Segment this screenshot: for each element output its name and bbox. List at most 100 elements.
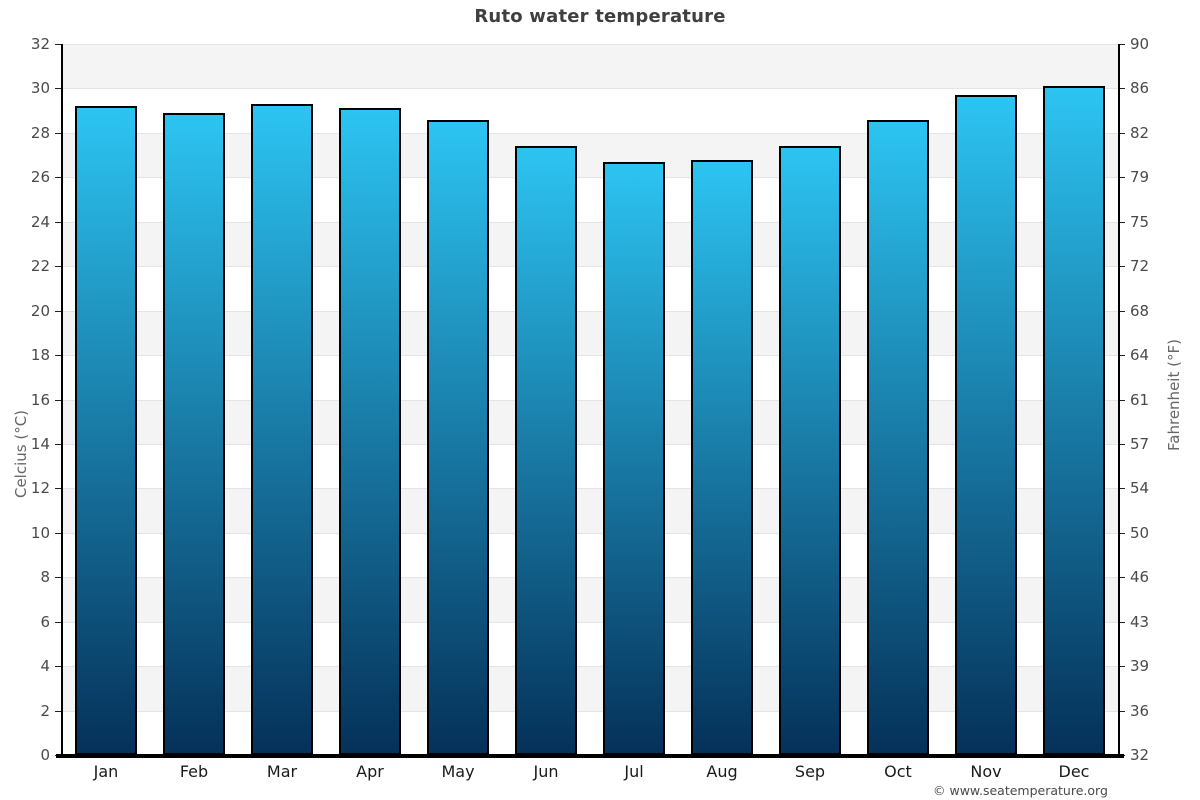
y-tick-label-celsius: 4 <box>40 657 50 676</box>
plot-band <box>62 577 1118 622</box>
y-tick-label-fahrenheit: 32 <box>1130 746 1150 764</box>
x-tick-label-sep: Sep <box>794 762 826 781</box>
x-tick-label-jan: Jan <box>93 762 119 781</box>
y-tick-label-fahrenheit: 36 <box>1130 701 1150 720</box>
y-axis-tick-right <box>1118 666 1125 668</box>
bar-oct[interactable] <box>867 119 929 755</box>
plot-band <box>62 310 1118 356</box>
y-axis-tick-left <box>55 266 62 268</box>
y-tick-label-celsius: 14 <box>30 434 50 453</box>
y-axis-tick-right <box>1118 577 1125 579</box>
plot-band <box>62 221 1118 267</box>
y-axis-line-right <box>1118 44 1120 755</box>
x-tick-label-may: May <box>441 762 475 781</box>
bar-feb[interactable] <box>163 112 225 755</box>
x-tick-label-jul: Jul <box>624 762 644 781</box>
copyright-link[interactable]: © www.seatemperature.org <box>933 783 1108 798</box>
y-axis-tick-left <box>55 443 62 445</box>
y-axis-tick-right <box>1118 532 1125 534</box>
gridline <box>62 177 1118 179</box>
bar-sep[interactable] <box>779 146 841 755</box>
bar-jul[interactable] <box>603 161 665 755</box>
gridline <box>62 488 1118 490</box>
y-axis-tick-left <box>55 488 62 490</box>
y-tick-label-fahrenheit: 46 <box>1130 568 1150 587</box>
x-tick-label-nov: Nov <box>970 762 1002 781</box>
y-axis-tick-left <box>55 132 62 134</box>
y-tick-label-fahrenheit: 43 <box>1130 612 1150 631</box>
bar-jun[interactable] <box>515 146 577 755</box>
y-axis-tick-right <box>1118 44 1125 45</box>
y-tick-label-fahrenheit: 79 <box>1130 168 1150 187</box>
y-tick-label-fahrenheit: 86 <box>1130 79 1150 98</box>
gridline <box>62 221 1118 223</box>
y-axis-tick-right <box>1118 177 1125 179</box>
y-tick-label-fahrenheit: 64 <box>1130 346 1150 365</box>
plot-band <box>62 666 1118 711</box>
gridline <box>62 266 1118 268</box>
gridline <box>62 44 1118 45</box>
y-tick-label-fahrenheit: 90 <box>1130 35 1150 53</box>
y-axis-tick-left <box>55 355 62 357</box>
x-tick-label-aug: Aug <box>706 762 738 781</box>
bar-jan[interactable] <box>75 106 137 755</box>
y-tick-label-celsius: 18 <box>30 346 50 365</box>
y-tick-label-fahrenheit: 39 <box>1130 657 1150 676</box>
gridline <box>62 399 1118 401</box>
y-tick-label-celsius: 32 <box>30 35 50 53</box>
y-tick-label-celsius: 0 <box>40 746 50 764</box>
x-tick-label-jun: Jun <box>533 762 559 781</box>
bar-nov[interactable] <box>955 95 1017 755</box>
y-axis-tick-left <box>55 44 62 45</box>
y-axis-tick-right <box>1118 399 1125 401</box>
y-axis-tick-right <box>1118 621 1125 623</box>
bar-aug[interactable] <box>691 159 753 755</box>
gridline <box>62 132 1118 134</box>
gridline <box>62 310 1118 312</box>
gridline <box>62 355 1118 357</box>
y-axis-tick-right <box>1118 488 1125 490</box>
plot-band <box>62 488 1118 533</box>
y-tick-label-fahrenheit: 61 <box>1130 390 1150 409</box>
x-tick-label-apr: Apr <box>356 762 384 781</box>
x-tick-label-dec: Dec <box>1058 762 1090 781</box>
y-tick-label-celsius: 20 <box>30 301 50 320</box>
y-axis-tick-left <box>55 221 62 223</box>
gridline <box>62 443 1118 445</box>
y-tick-label-fahrenheit: 75 <box>1130 212 1150 231</box>
y-tick-label-celsius: 6 <box>40 612 50 631</box>
gridline <box>62 532 1118 534</box>
y-axis-tick-left <box>55 177 62 179</box>
x-tick-label-feb: Feb <box>179 762 209 781</box>
gridline <box>62 577 1118 579</box>
bar-mar[interactable] <box>251 103 313 755</box>
y-tick-label-celsius: 28 <box>30 123 50 142</box>
plot-band <box>62 44 1118 89</box>
y-axis-tick-right <box>1118 266 1125 268</box>
bar-apr[interactable] <box>339 108 401 755</box>
y-tick-label-celsius: 10 <box>30 523 50 542</box>
y-axis-line-left <box>61 44 63 755</box>
y-axis-tick-right <box>1118 88 1125 90</box>
y-axis-tick-right <box>1118 355 1125 357</box>
gridline <box>62 710 1118 712</box>
bar-may[interactable] <box>427 119 489 755</box>
y-tick-label-fahrenheit: 68 <box>1130 301 1150 320</box>
y-tick-label-fahrenheit: 57 <box>1130 434 1150 453</box>
y-tick-label-fahrenheit: 82 <box>1130 123 1150 142</box>
y-axis-tick-right <box>1118 443 1125 445</box>
y-axis-tick-right <box>1118 710 1125 712</box>
y-axis-tick-left <box>55 88 62 90</box>
gridline <box>62 88 1118 90</box>
y-axis-tick-right <box>1118 221 1125 223</box>
y-tick-label-celsius: 16 <box>30 390 50 409</box>
plot-band <box>62 132 1118 178</box>
x-tick-label-oct: Oct <box>884 762 912 781</box>
y-axis-tick-left <box>55 577 62 579</box>
x-axis-line <box>56 753 1124 758</box>
gridline <box>62 621 1118 623</box>
y-axis-tick-right <box>1118 310 1125 312</box>
bar-dec[interactable] <box>1043 86 1105 755</box>
y-tick-label-celsius: 8 <box>40 568 50 587</box>
